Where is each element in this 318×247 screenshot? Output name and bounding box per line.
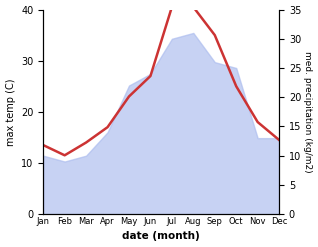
Y-axis label: med. precipitation (kg/m2): med. precipitation (kg/m2) (303, 51, 313, 173)
Y-axis label: max temp (C): max temp (C) (5, 78, 16, 145)
X-axis label: date (month): date (month) (122, 231, 200, 242)
